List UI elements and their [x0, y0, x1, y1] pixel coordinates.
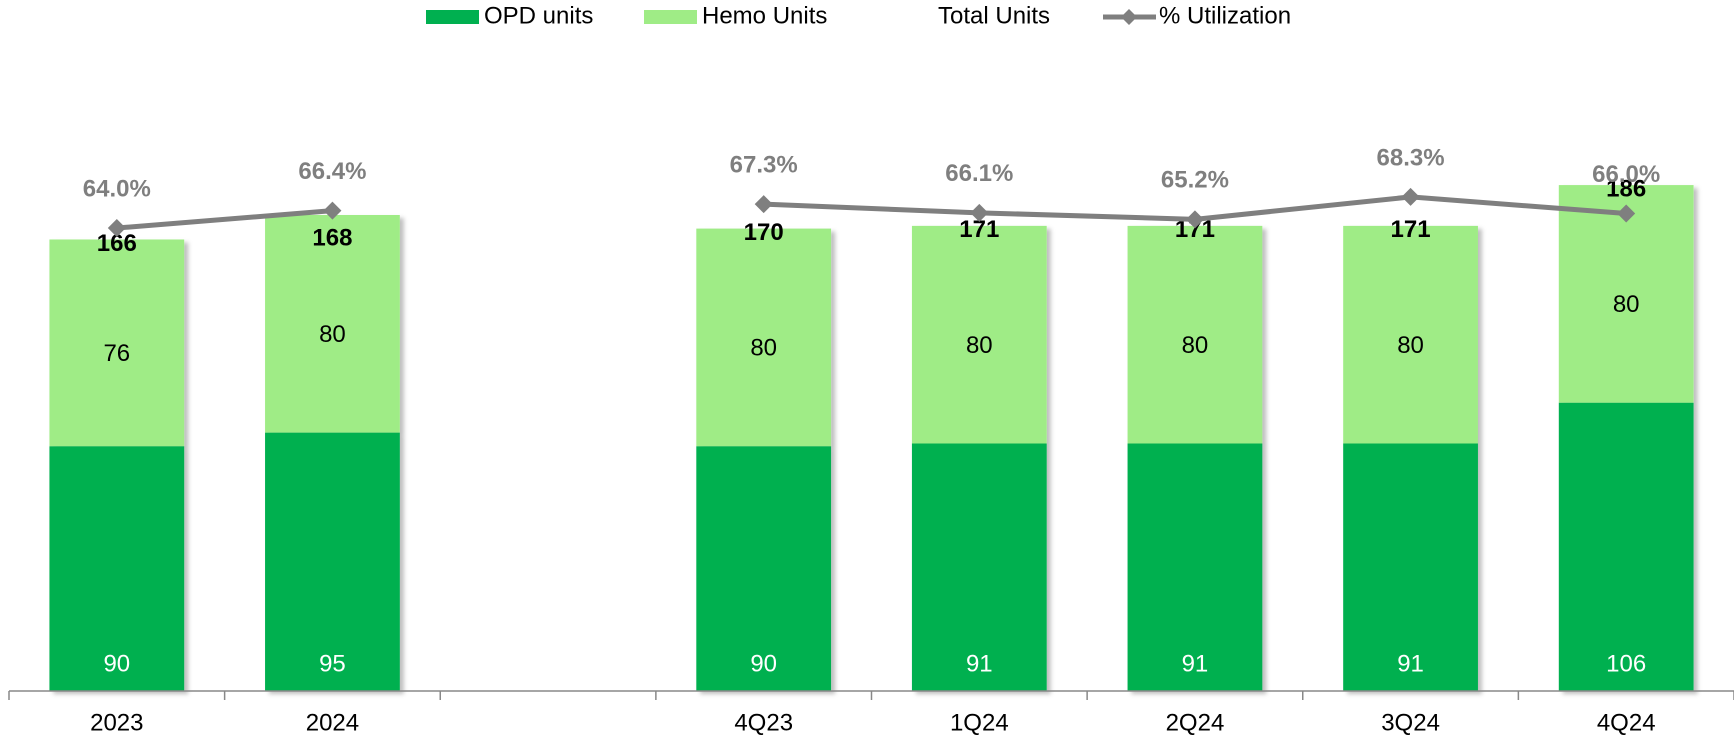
bar-segment [49, 446, 185, 691]
legend-label: OPD units [484, 2, 593, 29]
value-label: 80 [750, 335, 777, 362]
bar-segment [1127, 225, 1263, 444]
x-tick-label: 3Q24 [1381, 709, 1440, 735]
bar-segment [49, 239, 185, 447]
x-tick-label: 4Q23 [734, 709, 793, 735]
value-label: 95 [319, 650, 346, 677]
value-label: 90 [750, 650, 777, 677]
legend-swatch [426, 10, 479, 24]
bar-segment [265, 215, 400, 433]
bar-segment [696, 446, 832, 691]
bar-segment [1343, 443, 1478, 691]
line-marker [1401, 187, 1420, 206]
value-label: 91 [966, 650, 993, 677]
value-label: 91 [1182, 650, 1209, 677]
legend-marker [1121, 9, 1137, 25]
value-label: 106 [1606, 650, 1646, 677]
bar-segment [1343, 225, 1478, 444]
bar-segment [911, 225, 1047, 444]
percent-label: 65.2% [1161, 167, 1229, 194]
percent-label: 66.1% [945, 160, 1013, 187]
total-label: 171 [1391, 216, 1431, 243]
value-label: 80 [319, 321, 346, 348]
value-label: 80 [966, 332, 993, 359]
legend-label: Hemo Units [702, 2, 827, 29]
x-tick-label: 1Q24 [950, 709, 1009, 735]
bar-segment [696, 228, 832, 447]
bar-segment [1127, 443, 1263, 691]
line-marker [1185, 210, 1204, 229]
utilization-line [116, 208, 333, 231]
legend-label: Total Units [938, 2, 1050, 29]
percent-label: 64.0% [83, 175, 151, 202]
x-tick-label: 2Q24 [1166, 709, 1225, 735]
line-marker [107, 219, 126, 238]
percent-label: 66.4% [298, 158, 366, 185]
percent-label: 68.3% [1377, 144, 1445, 171]
legend: OPD units Hemo Units Total Units % Utilizat… [426, 2, 1291, 29]
percent-label: 66.0% [1592, 161, 1660, 188]
bar-segment [1558, 402, 1694, 691]
percent-label: 67.3% [730, 151, 798, 178]
bars [49, 185, 1694, 691]
x-tick-label: 2023 [90, 709, 143, 735]
value-label: 91 [1397, 650, 1424, 677]
line-marker [323, 201, 342, 220]
line-marker [754, 195, 773, 214]
value-label: 90 [103, 650, 130, 677]
line-marker [970, 203, 989, 222]
x-tick-label: 4Q24 [1597, 709, 1656, 735]
legend-swatch [644, 10, 697, 24]
total-label: 168 [312, 224, 352, 251]
bar-segment [911, 443, 1047, 691]
total-label: 186 [1606, 175, 1646, 202]
value-label: 80 [1182, 332, 1209, 359]
value-label: 80 [1613, 291, 1640, 318]
value-label: 80 [1397, 332, 1424, 359]
legend-label: % Utilization [1159, 2, 1291, 29]
value-label: 76 [103, 340, 130, 367]
total-label: 170 [744, 219, 784, 246]
x-tick-label: 2024 [306, 709, 359, 735]
bar-segment [265, 432, 400, 691]
line-marker [1617, 204, 1636, 223]
